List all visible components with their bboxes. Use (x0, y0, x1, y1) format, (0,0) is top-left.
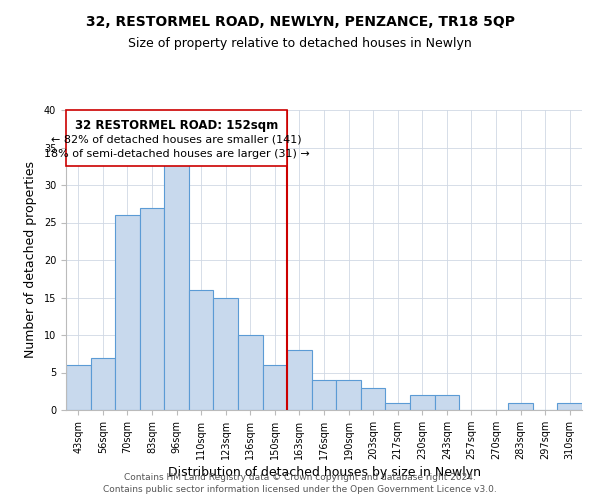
Text: Contains public sector information licensed under the Open Government Licence v3: Contains public sector information licen… (103, 485, 497, 494)
Bar (312, 380, 336, 410)
Bar (164, 162, 189, 410)
Bar (66, 365, 91, 410)
Y-axis label: Number of detached properties: Number of detached properties (24, 162, 37, 358)
Bar (238, 335, 263, 410)
Bar (410, 395, 434, 410)
Bar (91, 358, 115, 410)
Bar (508, 402, 533, 410)
Bar (140, 208, 164, 410)
Text: 32 RESTORMEL ROAD: 152sqm: 32 RESTORMEL ROAD: 152sqm (75, 119, 278, 132)
Bar (263, 365, 287, 410)
Text: Size of property relative to detached houses in Newlyn: Size of property relative to detached ho… (128, 38, 472, 51)
Bar (115, 215, 140, 410)
Bar (385, 402, 410, 410)
FancyBboxPatch shape (66, 110, 287, 166)
Text: ← 82% of detached houses are smaller (141): ← 82% of detached houses are smaller (14… (51, 134, 302, 144)
Bar (361, 388, 385, 410)
Text: 32, RESTORMEL ROAD, NEWLYN, PENZANCE, TR18 5QP: 32, RESTORMEL ROAD, NEWLYN, PENZANCE, TR… (86, 15, 515, 29)
Bar (557, 402, 582, 410)
Bar (214, 298, 238, 410)
X-axis label: Distribution of detached houses by size in Newlyn: Distribution of detached houses by size … (167, 466, 481, 479)
Bar (434, 395, 459, 410)
Text: Contains HM Land Registry data © Crown copyright and database right 2024.: Contains HM Land Registry data © Crown c… (124, 472, 476, 482)
Bar (336, 380, 361, 410)
Text: 18% of semi-detached houses are larger (31) →: 18% of semi-detached houses are larger (… (44, 149, 310, 159)
Bar (189, 290, 214, 410)
Bar (287, 350, 312, 410)
